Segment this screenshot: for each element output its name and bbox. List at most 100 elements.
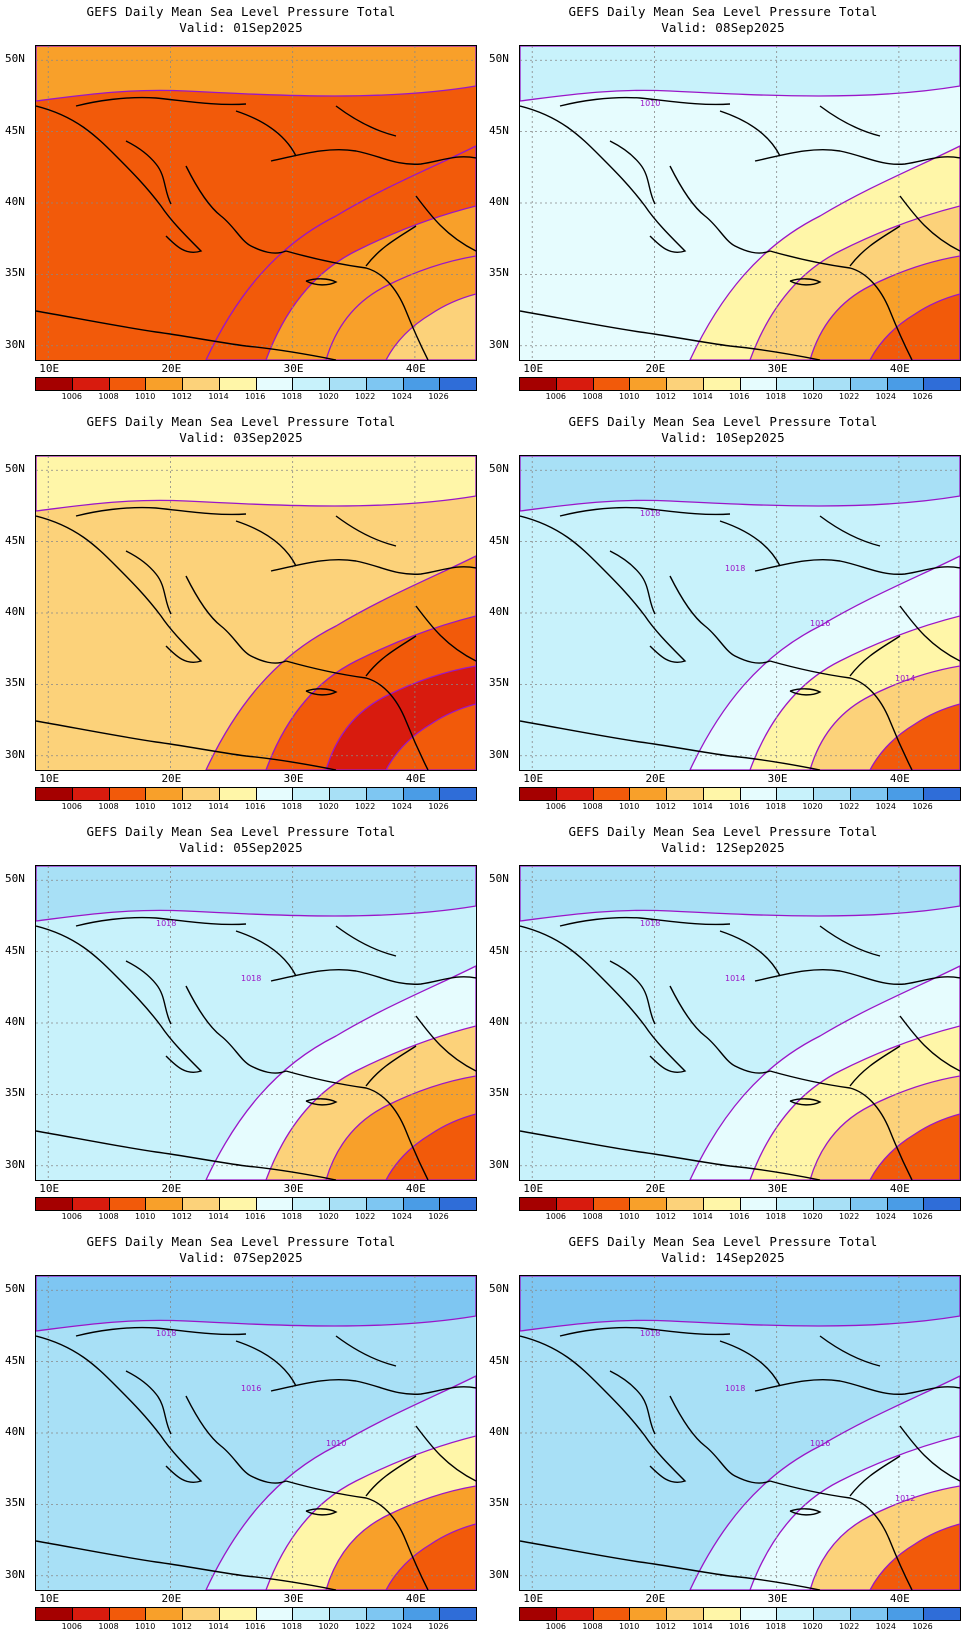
coastline	[75, 96, 247, 107]
contour-label: 1016	[810, 619, 830, 628]
coastline	[36, 105, 203, 253]
coastline	[285, 250, 429, 360]
coastline	[185, 1395, 287, 1484]
colorbar-tick-label: 1026	[428, 1212, 449, 1221]
coastline	[719, 930, 781, 977]
coastline	[520, 1335, 687, 1483]
panel-valid-date: Valid: 03Sep2025	[179, 430, 303, 445]
colorbar-cell	[593, 378, 631, 390]
contour-label: 1014	[895, 674, 915, 683]
latitude-label: 45N	[5, 1353, 25, 1367]
latitude-label: 45N	[489, 943, 509, 957]
coastline	[270, 1378, 476, 1395]
contour-label: 1016	[241, 1384, 261, 1393]
colorbar-cell	[850, 1198, 888, 1210]
coastline	[849, 1045, 901, 1087]
colorbar-tick-label: 1008	[582, 802, 603, 811]
coastline	[819, 1335, 881, 1367]
panel-valid-date: Valid: 12Sep2025	[661, 840, 785, 855]
longitude-label: 20E	[645, 772, 666, 785]
colorbar-tick-label: 1026	[912, 802, 933, 811]
colorbar-tick-label: 1010	[619, 392, 640, 401]
colorbar-tick-label: 1010	[135, 1622, 156, 1631]
coastline	[36, 1130, 337, 1180]
colorbar-tick-label: 1014	[692, 1212, 713, 1221]
longitude-label: 20E	[161, 362, 182, 375]
latitude-label: 30N	[489, 337, 509, 351]
coastline	[789, 1508, 822, 1516]
coastline	[285, 1480, 429, 1590]
colorbar-tick-label: 1020	[802, 392, 823, 401]
coastline	[754, 148, 960, 165]
colorbar-cell	[556, 378, 594, 390]
colorbar-tick-label: 1022	[839, 392, 860, 401]
coastline	[235, 1340, 297, 1387]
panel-title: GEFS Daily Mean Sea Level Pressure Total	[568, 1234, 878, 1249]
contour-label: 1012	[895, 1494, 915, 1503]
colorbar-cell	[72, 788, 110, 800]
colorbar-tick-label: 1024	[391, 392, 413, 401]
coastline	[36, 925, 203, 1073]
colorbar-cell	[366, 788, 404, 800]
colorbar-tick-label: 1016	[729, 1622, 750, 1631]
pressure-map: 1018 1014	[519, 865, 961, 1181]
colorbar-cell	[850, 788, 888, 800]
colorbar-tick-label: 1008	[582, 392, 603, 401]
latitude-label: 35N	[489, 676, 509, 690]
colorbar-tick-label: 1024	[875, 1622, 897, 1631]
coastline	[609, 140, 656, 205]
colorbar-tick-label: 1022	[839, 1212, 860, 1221]
colorbar-tick-label: 1020	[802, 802, 823, 811]
longitude-label: 30E	[767, 772, 788, 785]
colorbar-cell	[366, 1198, 404, 1210]
coastline	[520, 310, 821, 360]
colorbar-cell	[556, 1608, 594, 1620]
pressure-band	[869, 293, 960, 360]
coastline	[185, 985, 287, 1074]
coastline	[36, 515, 203, 663]
colorbar-tick-label: 1014	[208, 1622, 229, 1631]
colorbar-cell	[293, 1198, 330, 1210]
colorbar-tick-label: 1006	[545, 392, 567, 401]
colorbar-tick-label: 1006	[61, 1622, 83, 1631]
contour-label: 1010	[326, 1439, 346, 1448]
colorbar-cell	[703, 378, 741, 390]
pressure-band	[520, 46, 960, 102]
forecast-panel: GEFS Daily Mean Sea Level Pressure Total…	[482, 410, 964, 820]
longitude-label: 40E	[405, 1592, 426, 1605]
colorbar-cell	[667, 1198, 704, 1210]
colorbar-cell	[814, 1608, 851, 1620]
colorbar-tick-label: 1018	[281, 802, 303, 811]
panel-title: GEFS Daily Mean Sea Level Pressure Total	[86, 4, 396, 19]
colorbar-cell	[593, 1198, 631, 1210]
latitude-label: 50N	[489, 52, 509, 66]
coastline	[335, 925, 397, 957]
latitude-label: 50N	[489, 872, 509, 886]
colorbar-tick-label: 1006	[61, 392, 83, 401]
latitude-label: 35N	[489, 1496, 509, 1510]
coastline	[305, 688, 338, 696]
coastline	[125, 140, 172, 205]
colorbar-cell	[777, 1198, 814, 1210]
coastline	[270, 148, 476, 165]
colorbar-cell	[256, 378, 294, 390]
coastline	[669, 985, 771, 1074]
coastline	[899, 1015, 960, 1072]
latitude-label: 50N	[5, 872, 25, 886]
colorbar-cell	[36, 378, 73, 390]
colorbar-tick-label: 1014	[692, 392, 713, 401]
coastline	[719, 520, 781, 567]
longitude-label: 10E	[39, 1592, 60, 1605]
colorbar-cell	[183, 1608, 220, 1620]
longitude-label: 40E	[405, 1182, 426, 1195]
colorbar-cell	[887, 378, 925, 390]
pressure-band	[36, 866, 476, 922]
coastline	[769, 250, 913, 360]
coastline	[819, 925, 881, 957]
coastline	[36, 720, 337, 770]
colorbar-tick-label: 1012	[655, 1212, 677, 1221]
contour-label: 1010	[640, 99, 660, 108]
latitude-label: 35N	[5, 1496, 25, 1510]
latitude-label: 35N	[5, 1086, 25, 1100]
forecast-panel: GEFS Daily Mean Sea Level Pressure Total…	[482, 1230, 964, 1640]
